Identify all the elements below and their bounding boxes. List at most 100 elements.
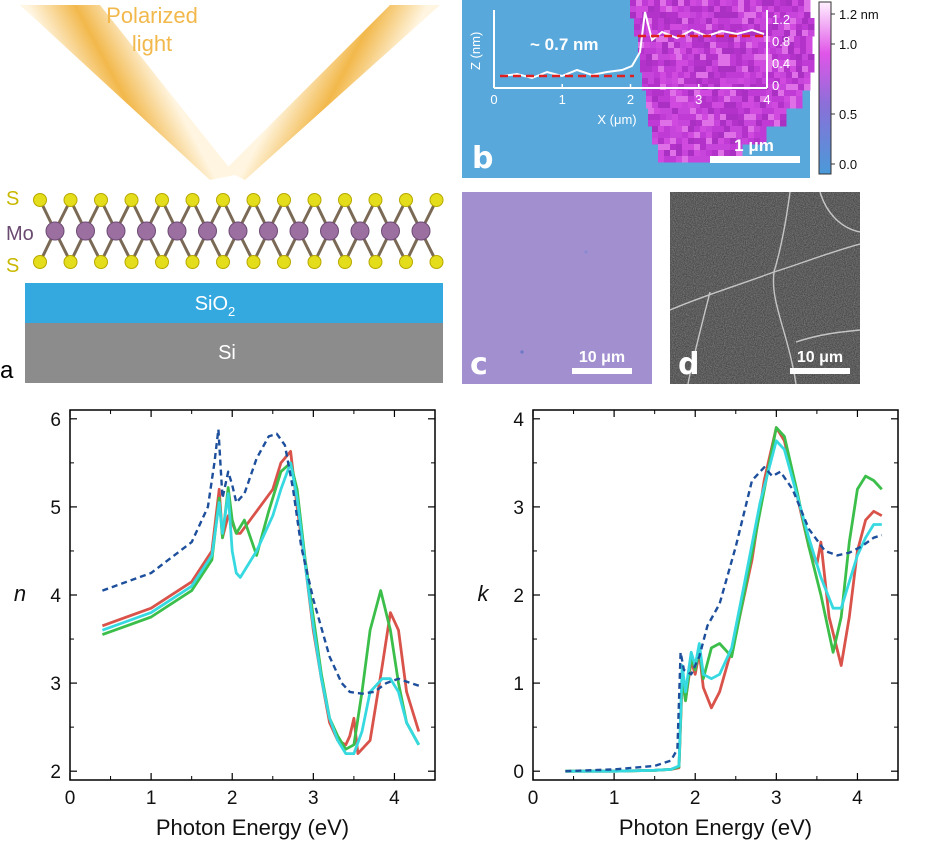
x-tick-label: 1 (609, 788, 620, 809)
panel-a-schematic: Polarized light S Mo S SiO2 Si a (0, 3, 444, 384)
inset-xticks: 0 1 2 3 4 (490, 84, 771, 107)
sulfur-atom (216, 193, 230, 207)
sulfur-atom (277, 193, 291, 207)
inset-xtick-label: 4 (763, 92, 770, 107)
sulfur-atom (368, 255, 383, 269)
series-line-3 (101, 461, 421, 755)
sulfur-atom (185, 255, 200, 269)
y-tick-label: 0 (513, 762, 524, 783)
sulfur-atom (124, 193, 139, 207)
height-profile-line (501, 11, 765, 80)
inset-ytick-label: 1.2 (772, 12, 790, 27)
x-tick-label: 1 (146, 788, 157, 809)
colorbar-tick-label: 1.2 nm (839, 7, 879, 22)
inset-ytick-label: 0.8 (772, 34, 790, 49)
sio2-label: SiO2 (195, 293, 236, 319)
sulfur-atom (429, 193, 444, 207)
panel-d-letter: d (678, 347, 699, 382)
sio2-layer (25, 283, 443, 323)
sulfur-atom (185, 193, 200, 207)
optical-constants-charts: 0 1 2 3 4 2 3 4 5 6 Photon Energy (eV) n 0 1 2 3 4 0 1 2 3 4 P… (14, 409, 899, 840)
molybdenum-atom (289, 221, 309, 241)
molybdenum-atom (228, 221, 248, 241)
sulfur-atom (399, 193, 413, 207)
series-line-4 (565, 466, 883, 773)
colorbar-tick-label: 1.0 (839, 37, 857, 52)
x-tick-label: 3 (308, 788, 319, 809)
sulfur-atom (124, 255, 139, 269)
inset-xtick-label: 1 (559, 92, 566, 107)
sulfur-atom (307, 193, 322, 207)
x-tick-label: 3 (771, 788, 782, 809)
panel-d-sem: 10 μm d (669, 191, 861, 385)
sulfur-bottom-label: S (6, 255, 19, 277)
sulfur-atom (307, 255, 322, 269)
c-scale-bar (572, 368, 632, 374)
x-tick-label: 0 (65, 788, 76, 809)
sulfur-atom (338, 193, 352, 207)
y-tick-label: 2 (50, 762, 61, 783)
series-line-3 (565, 439, 882, 773)
molybdenum-atom (167, 221, 187, 241)
molybdenum-atom (320, 221, 339, 241)
sulfur-atom (94, 255, 108, 269)
molybdenum-atom (411, 221, 431, 241)
sulfur-atom (216, 255, 230, 269)
b-scale-bar-label: 1 μm (734, 136, 774, 155)
inset-ytick-label: 0.4 (772, 56, 790, 71)
inset-xtick-label: 3 (695, 92, 702, 107)
sulfur-atom (246, 255, 261, 269)
y-tick-label: 3 (513, 498, 524, 519)
sulfur-atom (155, 255, 169, 269)
x-axis-label: Photon Energy (eV) (156, 815, 349, 840)
molybdenum-label: Mo (6, 223, 34, 245)
d-scale-bar (790, 368, 850, 374)
y-tick-label: 5 (50, 498, 61, 519)
series-line-1 (101, 450, 421, 755)
polarized-light-label: Polarized (106, 3, 198, 28)
sulfur-atom (368, 193, 383, 207)
x-tick-label: 0 (528, 788, 539, 809)
series-line-2 (565, 426, 883, 773)
sulfur-atom (63, 193, 78, 207)
y-tick-label: 2 (513, 586, 524, 607)
c-scale-bar-label: 10 μm (579, 349, 625, 366)
sulfur-atom (399, 255, 413, 269)
x-tick-label: 4 (852, 788, 863, 809)
colorbar-ticks: 1.2 nm 1.0 0.5 0.0 (831, 7, 879, 172)
sulfur-atom (33, 193, 47, 207)
incident-light-beam (20, 5, 235, 180)
x-tick-label: 4 (389, 788, 400, 809)
si-layer (25, 323, 443, 383)
sulfur-atom (155, 193, 169, 207)
light-label: light (132, 31, 172, 56)
panel-a-letter: a (0, 357, 14, 384)
sulfur-atom (63, 255, 78, 269)
sulfur-atom (338, 255, 352, 269)
sulfur-atom (94, 193, 108, 207)
grain-boundaries (669, 191, 861, 385)
b-scale-bar (710, 156, 800, 163)
panel-c-letter: c (470, 347, 488, 382)
inset-ytick-label: 0 (772, 78, 779, 93)
mos2-lattice (33, 193, 444, 269)
y-tick-label: 4 (513, 410, 524, 431)
y-tick-label: 3 (50, 674, 61, 695)
molybdenum-atom (259, 221, 278, 241)
inset-yticks: 0 0.4 0.8 1.2 (772, 12, 790, 93)
molybdenum-atom (45, 221, 65, 241)
chart-n: 0 1 2 3 4 2 3 4 5 6 Photon Energy (eV) n (14, 409, 436, 840)
molybdenum-atom (381, 221, 400, 241)
y-tick-label: 1 (513, 674, 524, 695)
height-colorbar (818, 1, 832, 175)
inset-ylabel: Z (nm) (468, 32, 483, 70)
sulfur-atom (277, 255, 291, 269)
molybdenum-atom (198, 221, 217, 241)
optical-image (462, 192, 652, 384)
si-label: Si (218, 342, 236, 364)
sulfur-atom (33, 255, 47, 269)
molybdenum-atom (350, 221, 370, 241)
molybdenum-atom (137, 221, 156, 241)
y-tick-label: 6 (50, 410, 61, 431)
